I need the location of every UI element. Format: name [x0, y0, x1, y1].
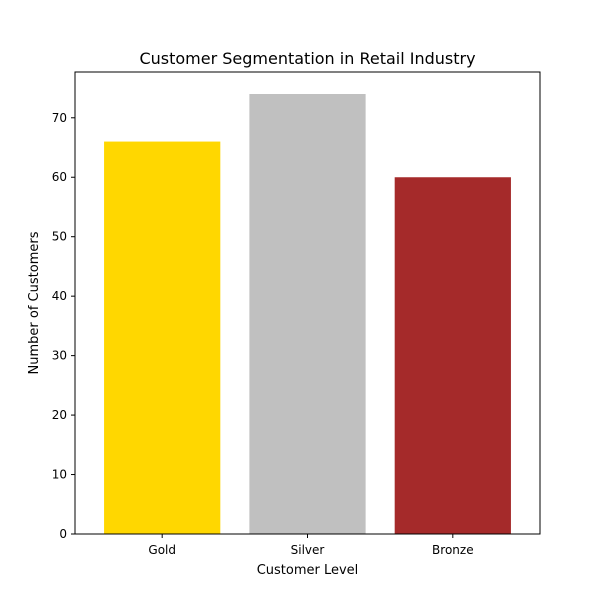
y-tick-label: 10	[52, 468, 67, 482]
y-tick-label: 40	[52, 289, 67, 303]
y-tick-label: 60	[52, 170, 67, 184]
y-axis-label: Number of Customers	[27, 231, 42, 374]
y-tick-label: 0	[59, 527, 67, 541]
y-tick-label: 70	[52, 111, 67, 125]
plot-area: Gold Silver Bronze 0 10 20 30 40 50 60 70	[52, 94, 511, 557]
bar-bronze	[394, 177, 511, 535]
bar-gold	[104, 141, 221, 534]
y-tick-label: 30	[52, 349, 67, 363]
chart-title: Customer Segmentation in Retail Industry	[139, 49, 475, 68]
y-tick-label: 50	[52, 230, 67, 244]
axes-frame	[74, 71, 541, 535]
bar-silver	[249, 94, 366, 534]
x-tick-label: Silver	[291, 543, 325, 557]
x-tick-label: Gold	[148, 543, 176, 557]
x-tick-label: Bronze	[432, 543, 474, 557]
y-tick-label: 20	[52, 408, 67, 422]
x-axis-label: Customer Level	[257, 563, 359, 578]
